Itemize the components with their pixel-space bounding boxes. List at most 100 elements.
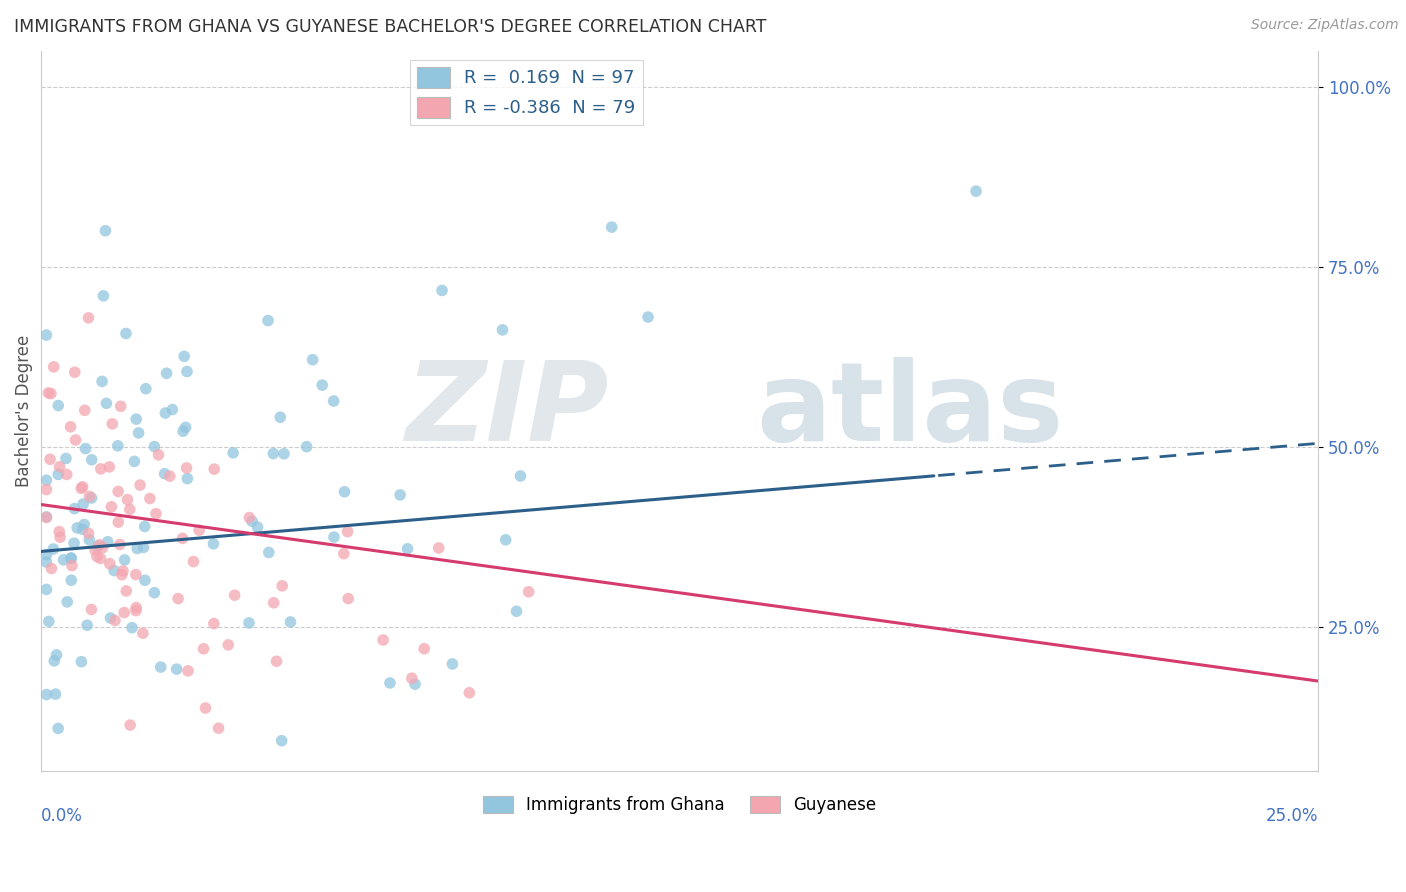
Point — [176, 461, 198, 475]
Point — [46, 399, 69, 413]
Point — [202, 462, 225, 476]
Point — [172, 424, 194, 438]
Point — [217, 638, 239, 652]
Text: 25.0%: 25.0% — [1265, 807, 1319, 825]
Point — [280, 615, 302, 629]
Point — [114, 553, 136, 567]
Point — [143, 585, 166, 599]
Point — [322, 394, 344, 409]
Point — [176, 365, 198, 379]
Text: ZIP: ZIP — [406, 358, 610, 465]
Point — [207, 721, 229, 735]
Point — [65, 433, 87, 447]
Text: Source: ZipAtlas.com: Source: ZipAtlas.com — [1251, 18, 1399, 32]
Point — [44, 687, 66, 701]
Point — [35, 510, 58, 524]
Point — [98, 557, 121, 571]
Point — [110, 399, 132, 413]
Point — [59, 419, 82, 434]
Point — [183, 555, 205, 569]
Point — [401, 671, 423, 685]
Point — [166, 662, 188, 676]
Point — [323, 530, 346, 544]
Point — [35, 555, 58, 569]
Point — [38, 615, 60, 629]
Point — [263, 596, 285, 610]
Point — [107, 515, 129, 529]
Point — [333, 484, 356, 499]
Point — [76, 618, 98, 632]
Point — [111, 567, 134, 582]
Point — [96, 396, 118, 410]
Point — [333, 547, 356, 561]
Point — [458, 686, 481, 700]
Point — [52, 553, 75, 567]
Point — [389, 488, 412, 502]
Point — [404, 677, 426, 691]
Point — [413, 641, 436, 656]
Point — [155, 366, 177, 380]
Point — [271, 579, 294, 593]
Point — [41, 561, 63, 575]
Point — [44, 654, 66, 668]
Point — [162, 402, 184, 417]
Point — [224, 588, 246, 602]
Point — [257, 313, 280, 327]
Point — [129, 478, 152, 492]
Point — [77, 526, 100, 541]
Point — [91, 541, 114, 555]
Point — [35, 483, 58, 497]
Point — [84, 543, 107, 558]
Point — [70, 655, 93, 669]
Point — [93, 289, 115, 303]
Point — [202, 616, 225, 631]
Point — [48, 459, 70, 474]
Point — [101, 417, 124, 431]
Point — [39, 386, 62, 401]
Text: IMMIGRANTS FROM GHANA VS GUYANESE BACHELOR'S DEGREE CORRELATION CHART: IMMIGRANTS FROM GHANA VS GUYANESE BACHEL… — [14, 18, 766, 36]
Point — [55, 451, 77, 466]
Point — [427, 541, 450, 555]
Point — [39, 452, 62, 467]
Point — [91, 375, 114, 389]
Point — [238, 615, 260, 630]
Y-axis label: Bachelor's Degree: Bachelor's Degree — [15, 334, 32, 487]
Point — [73, 517, 96, 532]
Point — [35, 509, 58, 524]
Point — [600, 220, 623, 235]
Point — [98, 459, 121, 474]
Point — [257, 545, 280, 559]
Point — [125, 600, 148, 615]
Point — [75, 442, 97, 456]
Point — [70, 482, 93, 496]
Point — [60, 558, 83, 573]
Text: 0.0%: 0.0% — [41, 807, 83, 825]
Point — [60, 551, 83, 566]
Point — [193, 641, 215, 656]
Point — [115, 326, 138, 341]
Point — [246, 520, 269, 534]
Point — [125, 604, 148, 618]
Point — [202, 537, 225, 551]
Point — [174, 420, 197, 434]
Point — [73, 403, 96, 417]
Point — [965, 184, 987, 198]
Point — [112, 606, 135, 620]
Point — [35, 473, 58, 487]
Point — [117, 492, 139, 507]
Point — [637, 310, 659, 324]
Point — [430, 284, 453, 298]
Point — [104, 614, 127, 628]
Point — [135, 382, 157, 396]
Point — [115, 584, 138, 599]
Point — [55, 467, 77, 482]
Point — [177, 664, 200, 678]
Point — [153, 467, 176, 481]
Point — [63, 536, 86, 550]
Point — [80, 602, 103, 616]
Point — [100, 611, 122, 625]
Point — [46, 467, 69, 482]
Point — [108, 537, 131, 551]
Point — [111, 564, 134, 578]
Point — [77, 533, 100, 547]
